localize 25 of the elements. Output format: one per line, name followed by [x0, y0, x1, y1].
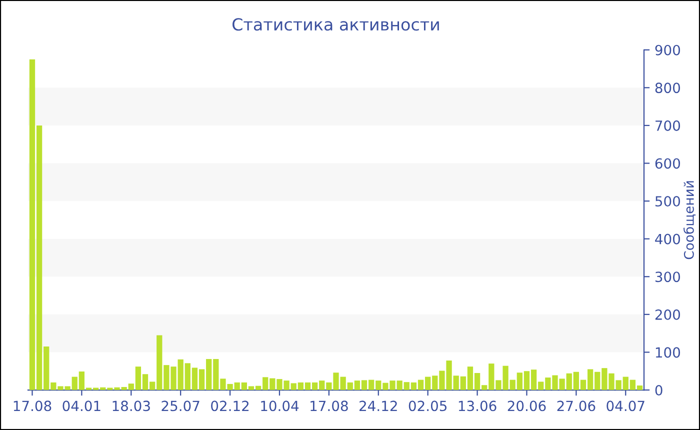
y-tick-label: 100 — [656, 347, 680, 358]
y-tick-label: 900 — [655, 44, 680, 56]
x-tick-label: 20.06 — [508, 400, 546, 412]
y-tick-label: 600 — [655, 158, 680, 169]
x-tick-label: 02.05 — [408, 400, 446, 412]
x-tick-label: 02.12 — [211, 400, 249, 412]
x-tick-label: 27.06 — [557, 400, 596, 412]
x-tick-label: 24.12 — [360, 400, 397, 411]
x-tick-label: 25.07 — [162, 400, 200, 412]
x-tick-label: 10.04 — [261, 400, 299, 412]
chart-title: Статистика активности — [232, 18, 439, 31]
y-tick-label: 0 — [655, 384, 662, 396]
y-tick-label: 300 — [655, 272, 680, 282]
y-tick-label: 200 — [655, 309, 680, 320]
y-tick-label: 500 — [655, 196, 680, 207]
x-tick-label: 04.07 — [606, 400, 644, 412]
y-tick-label: 700 — [656, 120, 680, 131]
y-axis-title: Сообщений — [683, 181, 696, 260]
x-tick-label: 18.03 — [112, 400, 150, 412]
y-tick-label: 400 — [655, 234, 680, 244]
x-tick-label: 13.06 — [458, 400, 496, 412]
x-tick-label: 17.08 — [14, 400, 52, 412]
x-tick-label: 17.08 — [310, 400, 348, 412]
y-tick-label: 800 — [655, 82, 680, 94]
x-tick-label: 04.01 — [62, 400, 100, 412]
